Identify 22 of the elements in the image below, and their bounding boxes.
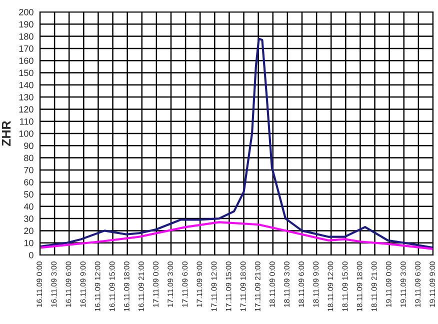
y-tick-label: 10 (24, 240, 34, 246)
y-tick-label: 80 (24, 154, 34, 162)
y-tick-label: 200 (19, 8, 34, 16)
y-tick-label: 190 (19, 21, 34, 28)
y-tick-label: 30 (24, 216, 34, 222)
y-tick-label: 120 (19, 106, 34, 113)
y-tick-label: 150 (19, 70, 34, 76)
y-tick-label: 50 (24, 191, 34, 198)
y-tick-label: 160 (19, 58, 34, 64)
y-tick-label: 100 (19, 130, 34, 137)
y-tick-label: 180 (19, 33, 34, 40)
y-tick-label: 130 (19, 94, 34, 100)
y-tick-label: 110 (20, 118, 34, 125)
y-tick-label: 170 (19, 45, 34, 52)
y-axis-title: ZHR (2, 120, 11, 146)
y-tick-label: 60 (24, 179, 34, 186)
y-tick-label: 0 (29, 252, 34, 258)
y-tick-label: 140 (19, 82, 34, 88)
y-tick-label: 90 (24, 142, 34, 150)
y-tick-label: 20 (24, 228, 34, 234)
y-tick-label: 70 (24, 166, 34, 174)
y-tick-label: 40 (24, 203, 34, 210)
